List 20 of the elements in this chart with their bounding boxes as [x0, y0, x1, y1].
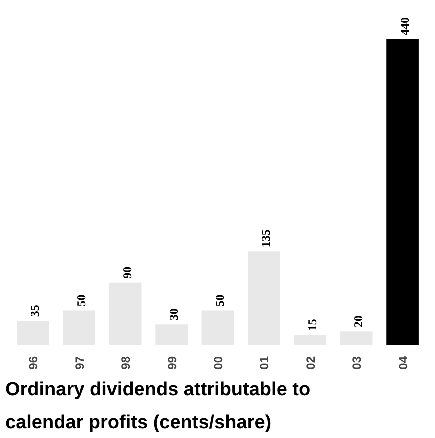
x-tick-label: 03 [350, 356, 364, 370]
data-label: 35 [28, 305, 42, 318]
x-tick-label: 96 [26, 356, 41, 370]
data-label: 135 [259, 230, 274, 248]
data-label: 30 [166, 308, 181, 321]
x-tick-label: 02 [304, 356, 318, 370]
x-tick-label: 04 [396, 356, 410, 370]
x-tick-label: 98 [119, 356, 134, 370]
data-label: 15 [305, 319, 320, 332]
text: Ordinary dividends attributable to calendar profits (cents/share) [6, 380, 311, 434]
data-label: 20 [352, 316, 366, 328]
x-tick-label: 00 [212, 356, 226, 370]
x-tick-label: 01 [258, 356, 272, 370]
data-label: 50 [213, 294, 227, 307]
data-label: 50 [74, 294, 88, 307]
bar [386, 40, 419, 346]
data-label: 90 [120, 266, 135, 279]
data-label: 440 [398, 18, 412, 36]
x-tick-label: 99 [165, 356, 180, 370]
x-tick-label: 97 [72, 356, 87, 370]
